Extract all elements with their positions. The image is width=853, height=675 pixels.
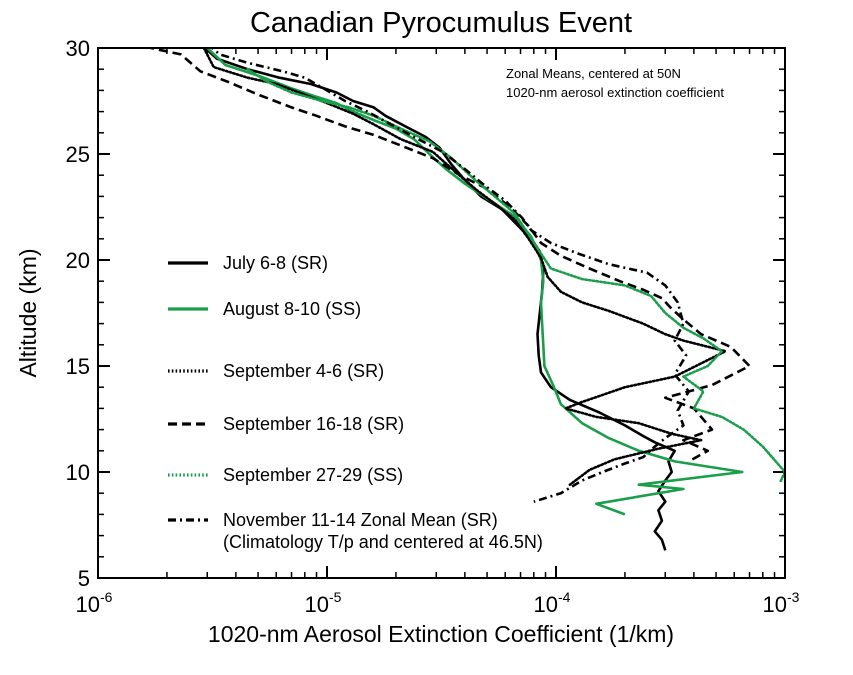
y-tick-label: 10 [66,460,90,485]
data-series [144,48,785,551]
legend-label: September 16-18 (SR) [223,414,404,434]
y-tick-label: 30 [66,36,90,61]
x-tick-label: 10-6 [76,589,113,617]
legend-label: September 4-6 (SR) [223,361,384,381]
legend: July 6-8 (SR) August 8-10 (SS) September 4… [168,253,543,552]
y-tick-label: 5 [78,566,90,591]
legend-note: (Climatology T/p and centered at 46.5N) [223,532,543,552]
legend-label: November 11-14 Zonal Mean (SR) [223,510,498,530]
y-tick-label: 25 [66,142,90,167]
series-line-4 [144,48,751,463]
y-axis-label: Altitude (km) [15,248,41,377]
legend-label: July 6-8 (SR) [223,253,328,273]
x-axis-label: 1020-nm Aerosol Extinction Coefficient (… [208,621,674,647]
y-tick-label: 20 [66,248,90,273]
x-tick-label: 10-4 [534,589,571,617]
plot-frame [97,47,786,579]
y-tick-label: 15 [66,354,90,379]
x-tick-label: 10-3 [763,589,800,617]
legend-label: September 27-29 (SS) [223,465,403,485]
annotation-line-2: 1020-nm aerosol extinction coefficient [506,85,724,100]
series-line-3 [202,48,727,487]
annotation-line-1: Zonal Means, centered at 50N [506,66,681,81]
chart-title: Canadian Pyrocumulus Event [250,7,632,39]
legend-label: August 8-10 (SS) [223,299,361,319]
x-tick-label: 10-5 [305,589,342,617]
series-line-6 [210,48,691,503]
